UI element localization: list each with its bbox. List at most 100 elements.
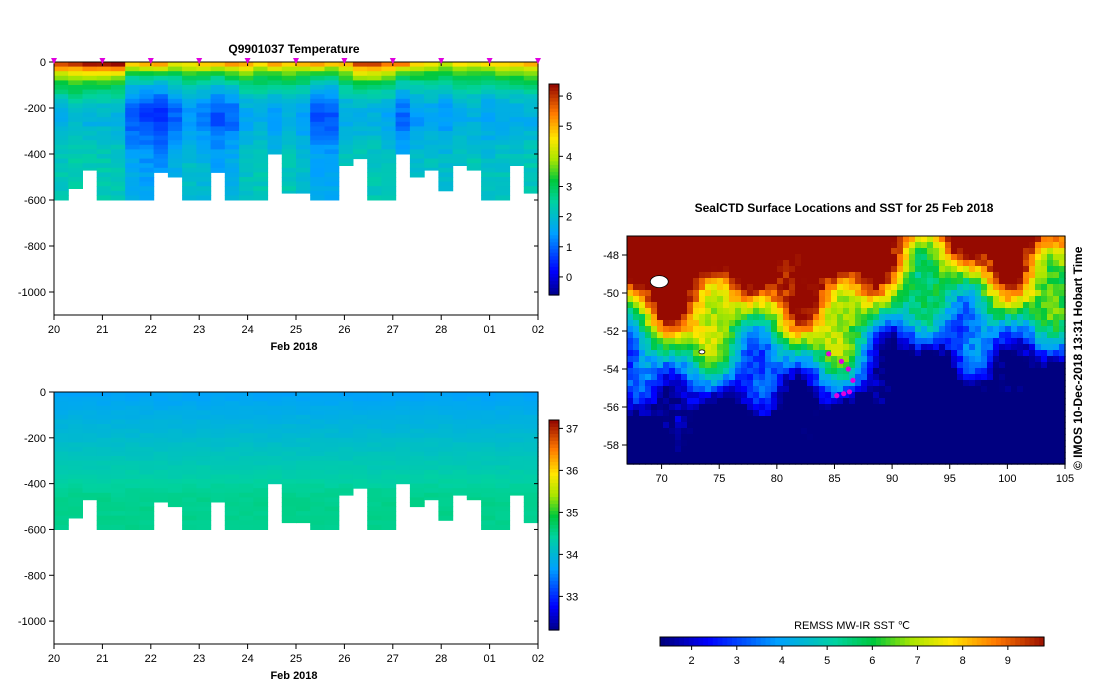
sst-cell: [981, 356, 988, 363]
section-cell: [54, 497, 69, 503]
sst-cell: [627, 386, 634, 393]
section-cell: [381, 140, 397, 146]
sst-cell: [999, 344, 1006, 351]
section-cell: [324, 428, 340, 434]
sst-cell: [1041, 434, 1048, 441]
section-cell: [352, 112, 368, 118]
sst-cell: [627, 260, 634, 267]
section-cell: [452, 414, 468, 420]
sst-cell: [849, 344, 856, 351]
sst-cell: [741, 380, 748, 387]
sst-cell: [849, 368, 856, 375]
sst-cell: [789, 428, 796, 435]
sst-cell: [945, 266, 952, 273]
section-cell: [381, 442, 397, 448]
section-cell: [196, 149, 212, 155]
colorbar-segment: [549, 171, 559, 176]
sst-cell: [801, 320, 808, 327]
section-cell: [196, 190, 212, 196]
section-cell: [424, 488, 439, 494]
section-cell: [110, 80, 126, 86]
sst-cell: [633, 446, 640, 453]
section-cell: [196, 172, 212, 178]
section-cell: [267, 392, 283, 398]
section-cell: [509, 144, 525, 150]
sst-cell: [639, 254, 646, 261]
section-cell: [481, 85, 496, 91]
sst-cell: [801, 254, 808, 261]
sst-cell: [1011, 362, 1018, 369]
section-cell: [253, 163, 269, 169]
sst-cell: [843, 308, 850, 315]
sst-cell: [951, 452, 958, 459]
sst-cell: [1041, 404, 1048, 411]
sst-cell: [1011, 404, 1018, 411]
colorbar-segment: [794, 637, 800, 646]
sst-cell: [1053, 308, 1060, 315]
section-cell: [424, 392, 439, 398]
sst-cell: [795, 272, 802, 279]
sst-cell: [927, 314, 934, 321]
sst-cell: [747, 422, 754, 429]
sst-cell: [1023, 338, 1030, 345]
section-cell: [381, 433, 397, 439]
section-cell: [267, 447, 283, 453]
section-cell: [438, 177, 454, 183]
section-cell: [509, 479, 525, 485]
colorbar-segment: [900, 637, 906, 646]
section-cell: [438, 424, 454, 430]
section-cell: [96, 511, 112, 517]
colorbar-segment: [549, 221, 559, 226]
section-cell: [125, 154, 140, 160]
sst-cell: [1017, 392, 1024, 399]
sst-cell: [795, 386, 802, 393]
sst-cell: [957, 452, 964, 459]
sst-cell: [627, 242, 634, 249]
sst-cell: [837, 362, 844, 369]
sst-cell: [729, 326, 736, 333]
sst-cell: [681, 410, 688, 417]
sst-cell: [723, 278, 730, 285]
section-cell: [267, 126, 283, 132]
sst-cell: [837, 248, 844, 255]
sst-cell: [693, 344, 700, 351]
sst-cell: [783, 260, 790, 267]
section-cell: [481, 460, 496, 466]
sst-cell: [891, 410, 898, 417]
section-cell: [352, 405, 368, 411]
colorbar-segment: [924, 637, 930, 646]
colorbar-segment: [549, 288, 559, 293]
section-cell: [438, 135, 454, 141]
section-cell: [82, 121, 98, 127]
sst-cell: [777, 254, 784, 261]
section-cell: [224, 71, 240, 77]
section-cell: [68, 80, 83, 86]
sst-cell: [855, 260, 862, 267]
section-cell: [196, 103, 212, 109]
colorbar-segment: [549, 598, 559, 603]
sst-cell: [807, 260, 814, 267]
colorbar-segment: [852, 637, 858, 646]
sst-cell: [795, 368, 802, 375]
sst-cell: [1023, 452, 1030, 459]
sst-cell: [777, 374, 784, 381]
sst-cell: [903, 416, 910, 423]
sst-cell: [1017, 248, 1024, 255]
sst-cell: [879, 338, 886, 345]
section-cell: [424, 154, 439, 160]
section-cell: [324, 140, 340, 146]
section-cell: [210, 75, 226, 81]
section-cell: [267, 117, 283, 123]
sst-cell: [735, 422, 742, 429]
sst-cell: [735, 404, 742, 411]
sst-cell: [693, 314, 700, 321]
sst-cell: [693, 434, 700, 441]
x-tick-label: 27: [387, 324, 399, 336]
sst-cell: [771, 242, 778, 249]
sst-cell: [657, 326, 664, 333]
section-cell: [182, 144, 197, 150]
section-cell: [466, 419, 482, 425]
sst-cell: [807, 368, 814, 375]
sst-cell: [843, 434, 850, 441]
